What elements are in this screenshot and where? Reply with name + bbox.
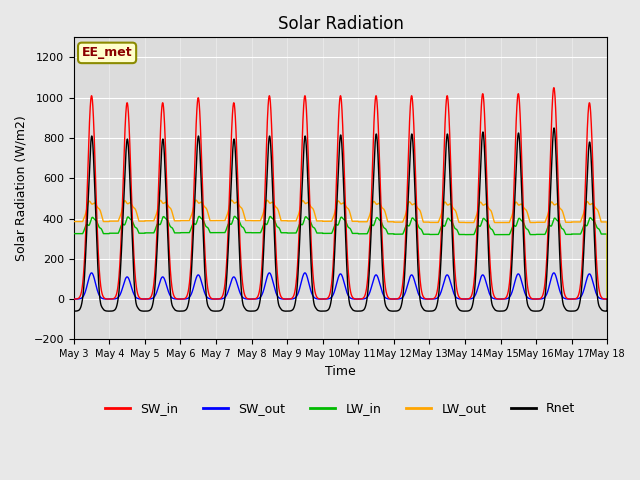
LW_in <box>252 230 259 236</box>
Text: EE_met: EE_met <box>82 47 132 60</box>
Line: Rnet: Rnet <box>74 128 607 311</box>
SW_in <box>550 85 557 91</box>
SW_out <box>574 296 582 301</box>
X-axis label: Time: Time <box>325 365 356 378</box>
SW_in <box>475 175 483 181</box>
SW_in <box>604 296 611 302</box>
Rnet <box>475 209 483 215</box>
LW_out <box>228 197 236 203</box>
LW_in <box>323 230 330 236</box>
SW_out <box>460 296 468 302</box>
Rnet <box>323 308 330 314</box>
LW_out <box>252 218 259 224</box>
SW_out <box>604 296 611 302</box>
LW_in <box>604 296 611 302</box>
Title: Solar Radiation: Solar Radiation <box>278 15 403 33</box>
SW_out <box>475 282 483 288</box>
Y-axis label: Solar Radiation (W/m2): Solar Radiation (W/m2) <box>15 116 28 261</box>
SW_out <box>70 296 77 302</box>
SW_in <box>251 296 259 302</box>
Rnet <box>574 305 582 311</box>
LW_out <box>574 219 582 225</box>
LW_in <box>581 222 589 228</box>
LW_out <box>460 219 468 225</box>
Line: SW_in: SW_in <box>74 88 607 299</box>
SW_in <box>581 198 589 204</box>
LW_out <box>581 205 589 211</box>
LW_in <box>460 232 468 238</box>
SW_out <box>252 296 259 302</box>
SW_in <box>70 296 77 302</box>
Rnet <box>460 308 467 314</box>
SW_out <box>581 284 589 289</box>
LW_out <box>323 218 330 224</box>
SW_out <box>323 296 330 302</box>
LW_out <box>604 296 611 302</box>
LW_in <box>231 214 239 219</box>
Rnet <box>251 308 259 314</box>
LW_out <box>70 219 77 225</box>
Line: LW_out: LW_out <box>74 200 607 299</box>
Line: SW_out: SW_out <box>74 273 607 299</box>
Rnet <box>550 125 558 131</box>
SW_in <box>574 293 582 299</box>
Line: LW_in: LW_in <box>74 216 607 299</box>
SW_out <box>88 270 95 276</box>
Rnet <box>70 308 77 314</box>
Rnet <box>581 227 589 233</box>
LW_in <box>574 231 582 237</box>
SW_in <box>460 296 467 302</box>
LW_in <box>475 223 483 228</box>
Legend: SW_in, SW_out, LW_in, LW_out, Rnet: SW_in, SW_out, LW_in, LW_out, Rnet <box>100 397 580 420</box>
SW_in <box>323 296 330 301</box>
Rnet <box>604 296 611 302</box>
LW_in <box>70 231 77 237</box>
LW_out <box>475 203 483 209</box>
